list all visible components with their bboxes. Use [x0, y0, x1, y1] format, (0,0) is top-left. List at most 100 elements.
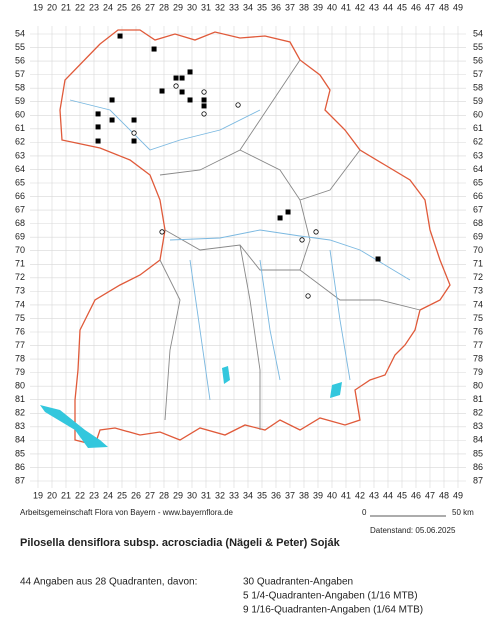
col-label: 49: [453, 490, 463, 500]
row-label: 85: [473, 448, 483, 458]
record-square: [95, 111, 101, 117]
credit: Arbeitsgemeinschaft Flora von Bayern - w…: [20, 508, 234, 517]
col-label: 30: [187, 2, 197, 12]
district-borders: [159, 59, 421, 430]
row-label: 55: [473, 42, 483, 52]
record-square: [151, 46, 157, 52]
record-square: [179, 89, 185, 95]
row-label: 71: [473, 259, 483, 269]
row-label: 79: [473, 367, 483, 377]
row-label: 73: [15, 286, 25, 296]
record-circle: [201, 111, 207, 117]
col-label: 22: [75, 2, 85, 12]
breakdown-item: 9 1/16-Quadranten-Angaben (1/64 MTB): [243, 605, 423, 616]
row-label: 78: [473, 353, 483, 363]
col-label: 39: [313, 490, 323, 500]
row-label: 56: [473, 55, 483, 65]
col-label: 39: [313, 2, 323, 12]
row-label: 57: [15, 69, 25, 79]
lake: [222, 366, 230, 384]
row-label: 77: [473, 340, 483, 350]
row-label: 75: [473, 313, 483, 323]
row-label: 86: [473, 462, 483, 472]
col-label: 45: [397, 2, 407, 12]
col-label: 36: [271, 490, 281, 500]
record-circle: [131, 130, 137, 136]
row-label: 60: [15, 110, 25, 120]
row-label: 80: [15, 381, 25, 391]
row-label: 71: [15, 259, 25, 269]
col-label: 44: [383, 2, 393, 12]
col-label: 38: [299, 490, 309, 500]
row-label: 67: [473, 204, 483, 214]
col-label: 38: [299, 2, 309, 12]
grid: [30, 26, 466, 488]
col-label: 23: [89, 2, 99, 12]
record-square: [131, 117, 137, 123]
state-border: [59, 29, 451, 446]
col-label: 46: [411, 2, 421, 12]
record-square: [95, 138, 101, 144]
col-label: 33: [229, 490, 239, 500]
row-label: 61: [473, 123, 483, 133]
record-square: [187, 69, 193, 75]
row-label: 76: [473, 326, 483, 336]
row-label: 72: [473, 272, 483, 282]
row-label: 54: [15, 28, 25, 38]
row-label: 81: [15, 394, 25, 404]
record-circle: [313, 229, 319, 235]
row-label: 59: [473, 96, 483, 106]
col-label: 23: [89, 490, 99, 500]
col-label: 21: [61, 2, 71, 12]
scale-end: 50 km: [452, 508, 474, 517]
col-label: 29: [173, 2, 183, 12]
col-label: 47: [425, 490, 435, 500]
col-label: 19: [33, 490, 43, 500]
col-label: 42: [355, 2, 365, 12]
row-label: 84: [15, 435, 25, 445]
col-label: 41: [341, 490, 351, 500]
col-label: 40: [327, 2, 337, 12]
col-label: 43: [369, 2, 379, 12]
col-label: 19: [33, 2, 43, 12]
row-label: 74: [473, 299, 483, 309]
col-label: 35: [257, 490, 267, 500]
record-square: [109, 117, 115, 123]
col-label: 31: [201, 490, 211, 500]
row-label: 73: [473, 286, 483, 296]
col-label: 28: [159, 490, 169, 500]
col-label: 25: [117, 2, 127, 12]
lake: [40, 405, 108, 448]
row-label: 76: [15, 326, 25, 336]
row-label: 83: [473, 421, 483, 431]
row-label: 67: [15, 204, 25, 214]
record-square: [173, 75, 179, 81]
row-label: 83: [15, 421, 25, 431]
col-label: 24: [103, 2, 113, 12]
row-label: 56: [15, 55, 25, 65]
col-label: 34: [243, 2, 253, 12]
col-label: 36: [271, 2, 281, 12]
row-label: 69: [15, 232, 25, 242]
record-square: [201, 97, 207, 103]
record-square: [131, 138, 137, 144]
row-label: 77: [15, 340, 25, 350]
col-label: 37: [285, 2, 295, 12]
col-label: 28: [159, 2, 169, 12]
col-label: 30: [187, 490, 197, 500]
col-label: 20: [47, 490, 57, 500]
col-label: 48: [439, 490, 449, 500]
date: Datenstand: 05.06.2025: [370, 526, 456, 535]
row-label: 66: [15, 191, 25, 201]
row-label: 65: [15, 177, 25, 187]
col-label: 40: [327, 490, 337, 500]
row-label: 79: [15, 367, 25, 377]
record-circle: [159, 229, 165, 235]
row-label: 75: [15, 313, 25, 323]
row-label: 58: [15, 83, 25, 93]
col-label: 22: [75, 490, 85, 500]
row-label: 70: [473, 245, 483, 255]
row-label: 70: [15, 245, 25, 255]
